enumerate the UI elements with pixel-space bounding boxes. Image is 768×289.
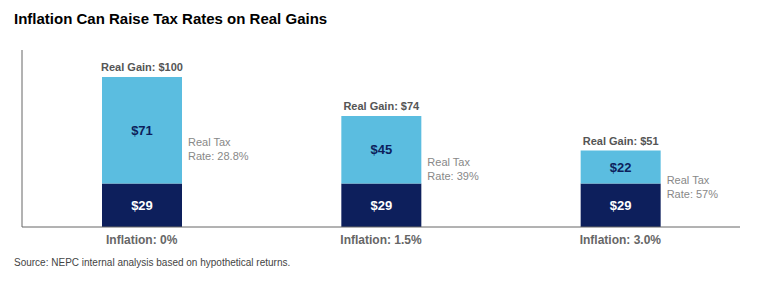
svg-text:$29: $29: [610, 198, 632, 213]
svg-text:$22: $22: [610, 160, 632, 175]
html-text:Source: NEPC internal analysis: Source: NEPC internal analysis based on …: [14, 257, 291, 268]
svg-text:Real TaxRate: 28.8%: Real TaxRate: 28.8%: [188, 136, 249, 162]
svg-text:Real TaxRate: 39%: Real TaxRate: 39%: [427, 156, 479, 182]
svg-text:Real Gain: $100: Real Gain: $100: [101, 61, 183, 73]
svg-text:$45: $45: [370, 142, 392, 157]
svg-text:Inflation: 1.5%: Inflation: 1.5%: [340, 233, 422, 247]
svg-text:$29: $29: [131, 198, 153, 213]
html-text:Inflation Can Raise Tax Rates: Inflation Can Raise Tax Rates on Real Ga…: [14, 10, 328, 27]
svg-text:$29: $29: [370, 198, 392, 213]
svg-text:Inflation: 0%: Inflation: 0%: [106, 233, 178, 247]
svg-text:$71: $71: [131, 123, 153, 138]
svg-text:Real Gain: $74: Real Gain: $74: [343, 100, 420, 112]
svg-text:Real TaxRate: 57%: Real TaxRate: 57%: [667, 174, 719, 200]
svg-text:Real Gain: $51: Real Gain: $51: [583, 135, 659, 147]
svg-text:Inflation: 3.0%: Inflation: 3.0%: [580, 233, 662, 247]
